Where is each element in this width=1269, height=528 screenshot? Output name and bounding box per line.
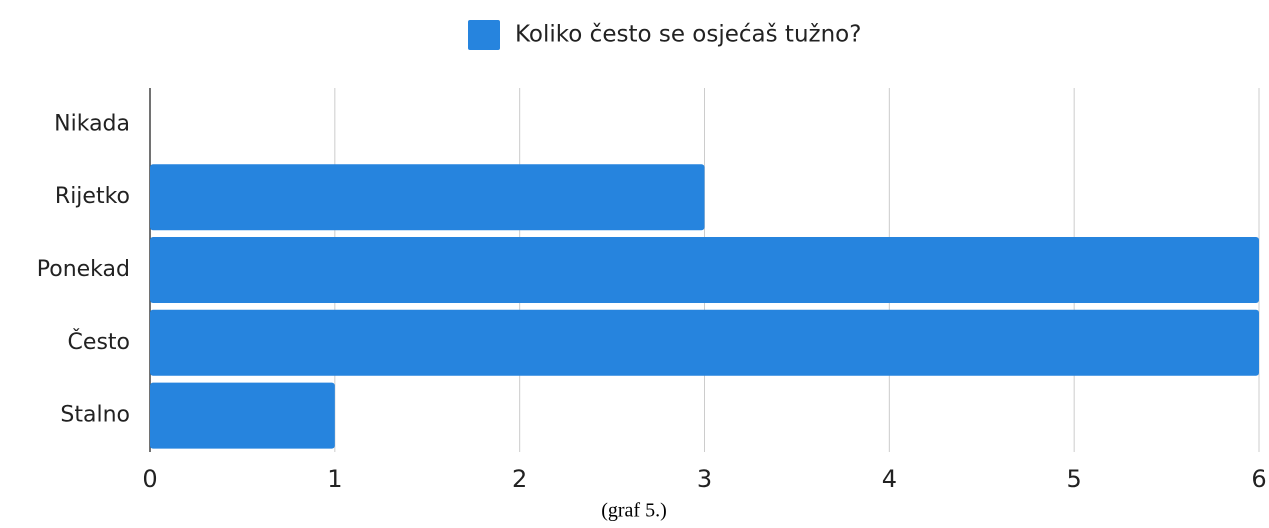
- x-tick-label: 2: [512, 465, 527, 493]
- bar: [150, 382, 335, 449]
- y-tick-label: Stalno: [60, 403, 130, 428]
- x-tick-label: 5: [1067, 465, 1082, 493]
- caption: (graf 5.): [601, 500, 667, 522]
- x-tick-label: 3: [697, 465, 712, 493]
- x-tick-label: 6: [1251, 465, 1266, 493]
- bar: [150, 164, 705, 231]
- x-tick-label: 0: [142, 465, 157, 493]
- bar: [150, 237, 1259, 303]
- y-tick-label: Nikada: [54, 111, 130, 136]
- x-tick-label: 1: [327, 465, 342, 493]
- legend-swatch: [468, 20, 500, 50]
- y-tick-label: Često: [68, 329, 130, 355]
- y-tick-label: Rijetko: [55, 184, 130, 209]
- legend-label: Koliko često se osjećaš tužno?: [515, 22, 861, 48]
- y-tick-label: Ponekad: [37, 257, 130, 282]
- bar: [150, 309, 1259, 376]
- x-tick-label: 4: [882, 465, 897, 493]
